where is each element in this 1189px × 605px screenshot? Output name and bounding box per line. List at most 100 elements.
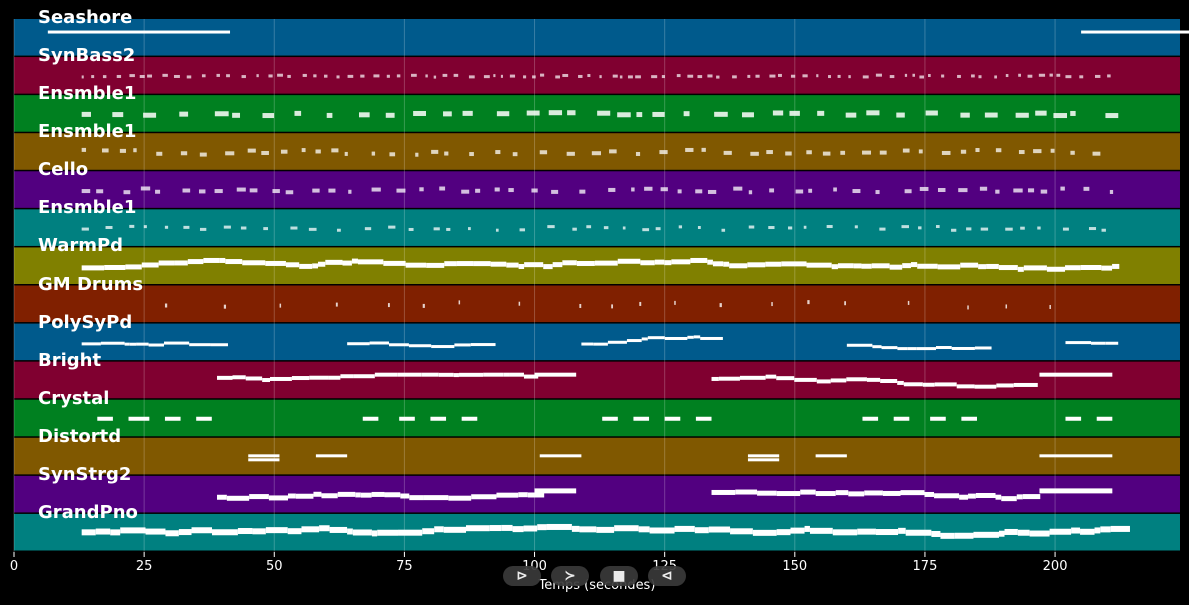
note — [647, 336, 665, 340]
note — [532, 75, 536, 79]
note — [907, 300, 910, 305]
note — [1005, 74, 1009, 78]
note — [879, 227, 886, 231]
note — [47, 30, 231, 34]
note — [975, 492, 996, 498]
note — [180, 151, 188, 156]
note — [723, 261, 730, 267]
note — [179, 111, 189, 117]
note — [198, 189, 206, 194]
note — [226, 495, 250, 501]
note — [961, 416, 977, 421]
note — [846, 377, 867, 382]
note — [422, 303, 425, 308]
note — [371, 491, 385, 497]
note — [694, 527, 709, 534]
note — [730, 528, 753, 535]
note — [384, 492, 401, 498]
note — [147, 74, 153, 78]
note — [619, 75, 623, 79]
note — [967, 305, 969, 310]
note — [331, 148, 339, 153]
note — [807, 300, 810, 305]
note — [742, 112, 754, 118]
note — [845, 112, 857, 118]
note — [143, 225, 147, 229]
note — [373, 74, 380, 78]
note — [110, 529, 121, 536]
note — [312, 263, 319, 269]
note — [897, 380, 904, 385]
note — [1080, 265, 1102, 271]
forward-button[interactable]: ≻ — [551, 566, 589, 586]
note — [794, 377, 817, 382]
note — [973, 531, 999, 538]
tick-label: 50 — [265, 559, 283, 574]
play-button[interactable]: ⊳ — [503, 566, 541, 586]
note — [555, 75, 560, 79]
note — [163, 341, 190, 345]
back-button[interactable]: ⊲ — [648, 566, 686, 586]
note — [928, 74, 931, 78]
note — [880, 379, 898, 384]
note — [143, 112, 157, 118]
note — [828, 75, 831, 79]
track-label: SynBass2 — [38, 45, 136, 67]
note — [439, 186, 446, 191]
note — [352, 529, 372, 536]
note — [183, 225, 190, 229]
note — [591, 151, 602, 156]
stop-button[interactable]: ■ — [600, 566, 638, 586]
note — [664, 416, 681, 421]
note — [371, 187, 381, 192]
note — [857, 528, 876, 535]
note — [765, 261, 782, 267]
note — [693, 335, 701, 339]
note — [411, 73, 417, 77]
note — [733, 186, 743, 191]
note — [776, 529, 791, 536]
note — [781, 261, 807, 267]
track-label: GM Drums — [38, 273, 144, 295]
note — [475, 188, 481, 193]
note — [832, 529, 858, 536]
note — [603, 226, 609, 230]
note — [903, 382, 923, 387]
note — [766, 150, 773, 155]
note — [461, 189, 470, 194]
note — [453, 73, 459, 77]
note — [245, 376, 263, 381]
note — [362, 416, 379, 421]
note — [178, 529, 192, 536]
note — [609, 149, 617, 154]
note — [1017, 529, 1030, 536]
note — [875, 73, 882, 77]
note — [1070, 150, 1075, 155]
note — [219, 257, 226, 263]
note — [872, 345, 882, 349]
note — [934, 493, 960, 499]
note — [641, 337, 648, 341]
note — [562, 73, 569, 77]
note — [347, 528, 353, 535]
note — [1040, 189, 1048, 194]
note — [1101, 265, 1113, 271]
note — [335, 302, 338, 307]
note — [247, 148, 256, 153]
note — [771, 302, 773, 307]
note — [1094, 74, 1101, 78]
note — [627, 75, 633, 79]
note — [951, 346, 975, 350]
note — [302, 73, 307, 77]
note — [664, 336, 688, 340]
note — [674, 525, 695, 532]
note — [1020, 226, 1025, 230]
note — [518, 264, 525, 270]
note — [1062, 227, 1069, 231]
note — [389, 152, 396, 157]
note — [552, 262, 563, 268]
note — [642, 228, 650, 232]
note — [318, 261, 326, 267]
note — [578, 74, 583, 78]
